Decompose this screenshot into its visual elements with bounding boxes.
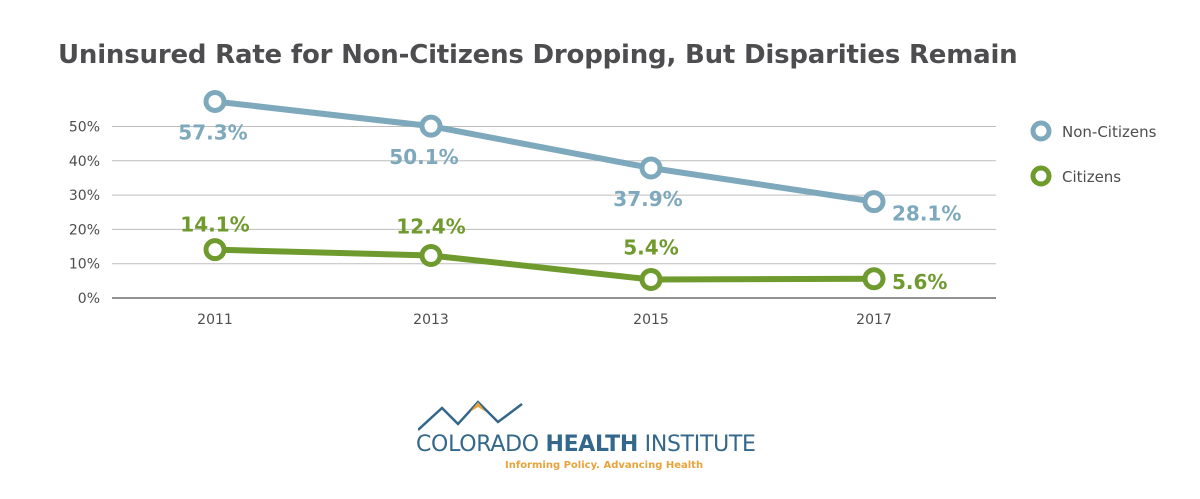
chart-title: Uninsured Rate for Non-Citizens Dropping… <box>58 40 1018 70</box>
data-point-marker <box>862 190 886 214</box>
data-label: 37.9% <box>613 187 682 211</box>
line-chart: 0% 10% 20% 30% 40% 50% 2011 2013 2015 2017 57.3%… <box>69 89 1157 328</box>
y-tick-label: 50% <box>69 120 100 136</box>
y-tick-label: 0% <box>78 291 100 307</box>
logo-name-bold: HEALTH <box>545 432 638 457</box>
data-label: 5.6% <box>892 270 947 294</box>
data-label: 12.4% <box>396 214 465 238</box>
legend-label: Non-Citizens <box>1062 123 1157 141</box>
legend: Non-Citizens Citizens <box>1030 120 1157 187</box>
y-tick-label: 40% <box>69 154 100 170</box>
data-point-marker <box>203 238 227 262</box>
y-tick-label: 10% <box>69 257 100 273</box>
legend-marker-icon <box>1030 120 1052 142</box>
y-tick-label: 30% <box>69 188 100 204</box>
data-point-marker <box>203 89 227 113</box>
data-label: 5.4% <box>623 235 678 259</box>
logo-name-prefix: COLORADO <box>416 432 546 457</box>
data-label: 28.1% <box>892 202 961 226</box>
mountain-logo-icon <box>418 400 523 431</box>
logo-tagline: Informing Policy. Advancing Health <box>505 460 704 471</box>
x-tick-label: 2015 <box>633 312 669 328</box>
y-axis-tick-labels: 0% 10% 20% 30% 40% 50% <box>69 120 100 308</box>
organization-logo: COLORADO HEALTH INSTITUTE Informing Poli… <box>0 396 1200 486</box>
x-axis-tick-labels: 2011 2013 2015 2017 <box>197 312 892 328</box>
series-line-non-citizens <box>212 98 877 205</box>
data-point-marker <box>639 156 663 180</box>
logo-name: COLORADO HEALTH INSTITUTE <box>416 432 756 457</box>
y-tick-label: 20% <box>69 222 100 238</box>
series-line-citizens <box>212 246 877 283</box>
data-label: 57.3% <box>178 120 247 144</box>
data-label: 50.1% <box>389 145 458 169</box>
legend-marker-icon <box>1030 165 1052 187</box>
data-point-marker <box>419 243 443 267</box>
grid-lines <box>112 126 996 299</box>
data-point-marker <box>639 267 663 291</box>
x-tick-label: 2011 <box>197 312 233 328</box>
series-lines <box>203 89 886 291</box>
data-point-marker <box>419 114 443 138</box>
legend-label: Citizens <box>1062 168 1121 186</box>
data-label: 14.1% <box>180 213 249 237</box>
data-point-marker <box>862 267 886 291</box>
data-labels: 57.3% 50.1% 37.9% 28.1% 14.1% 12.4% 5.4% 5.6% <box>178 120 961 293</box>
logo-name-suffix: INSTITUTE <box>637 432 756 457</box>
x-tick-label: 2013 <box>413 312 449 328</box>
x-tick-label: 2017 <box>856 312 892 328</box>
